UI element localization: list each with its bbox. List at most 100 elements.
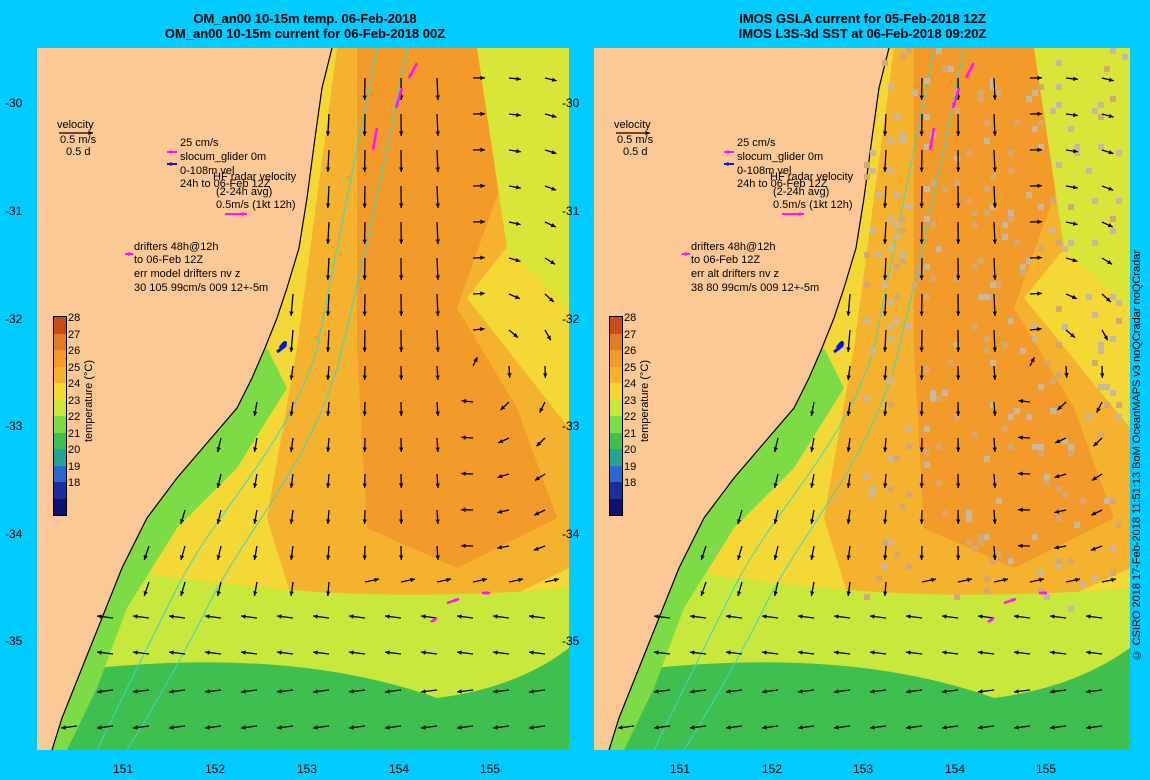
masked-pixel: [1056, 60, 1062, 66]
right-title: IMOS GSLA current for 05-Feb-2018 12Z IM…: [595, 11, 1130, 41]
masked-pixel: [1008, 444, 1014, 450]
isobath-200m: [653, 48, 935, 750]
glider-time: 24h to 06-Feb 12Z: [737, 178, 828, 190]
masked-pixel: [966, 516, 972, 522]
masked-pixel: [924, 216, 930, 222]
masked-pixel: [888, 336, 894, 342]
current-vector-head: [143, 555, 148, 560]
current-vector-head: [737, 519, 742, 524]
current-vector-head: [1014, 689, 1019, 694]
masked-pixel: [930, 396, 936, 402]
current-vector-head: [374, 577, 379, 583]
current-vector-head: [399, 311, 404, 316]
current-vector-head: [810, 483, 815, 488]
current-vector-head: [493, 614, 498, 619]
current-vector-head: [435, 519, 440, 524]
radar-avg: (2-24h avg): [216, 186, 273, 198]
masked-pixel: [870, 168, 876, 174]
current-vector-head: [133, 614, 138, 619]
current-vector-head: [919, 519, 924, 524]
current-vector-head: [529, 725, 534, 730]
current-vector-head: [726, 614, 731, 619]
masked-pixel: [924, 186, 930, 192]
masked-pixel: [996, 90, 1002, 96]
masked-pixel: [1068, 606, 1074, 612]
masked-pixel: [924, 264, 930, 270]
current-vector-head: [870, 614, 875, 619]
current-vector-head: [798, 689, 803, 694]
current-vector-head: [919, 483, 924, 488]
current-vector-head: [493, 650, 498, 655]
colorbar-swatch: [54, 366, 66, 383]
current-vector-head: [654, 689, 659, 694]
current-vector-head: [515, 185, 521, 190]
masked-pixel: [888, 300, 894, 306]
current-vector-head: [1003, 577, 1008, 583]
current-vector-head: [956, 411, 961, 416]
current-vector-head: [882, 167, 888, 172]
current-vector-head: [241, 650, 246, 655]
current-vector-head: [516, 148, 521, 154]
masked-pixel: [954, 108, 960, 114]
current-vector-head: [385, 689, 390, 694]
xtick-label: 152: [205, 762, 226, 776]
masked-pixel: [1032, 90, 1038, 96]
masked-pixel: [948, 360, 954, 366]
xtick-label: 155: [1036, 762, 1057, 776]
current-vector-head: [846, 519, 851, 524]
current-vector-head: [529, 689, 534, 694]
current-vector-head: [1108, 77, 1114, 82]
masked-pixel: [924, 426, 930, 432]
glider-label: slocum_glider 0m: [180, 151, 267, 163]
drifters-label: drifters 48h@12h: [691, 241, 776, 253]
masked-pixel: [1098, 114, 1104, 120]
current-vector-head: [1108, 150, 1114, 155]
current-vector-head: [883, 519, 888, 524]
current-vector-head: [325, 347, 331, 352]
current-vector-head: [1055, 439, 1061, 444]
current-vector-head: [1093, 441, 1099, 447]
masked-pixel: [864, 474, 870, 480]
masked-pixel: [978, 540, 984, 546]
current-vector-head: [690, 725, 695, 730]
masked-pixel: [1110, 390, 1116, 396]
current-vector-head: [253, 519, 258, 524]
current-vector-head: [1042, 590, 1047, 596]
current-vector-head: [169, 689, 174, 694]
masked-pixel: [1038, 204, 1044, 210]
current-vector-head: [942, 689, 947, 694]
current-vector-head: [919, 239, 924, 244]
colorbar-tick-label: 25: [624, 361, 637, 374]
current-vector-head: [992, 203, 997, 208]
right-colorbar: [609, 316, 623, 516]
current-vector-head: [421, 650, 426, 655]
masked-pixel: [1080, 498, 1086, 504]
current-vector-head: [1073, 148, 1078, 154]
masked-pixel: [1098, 144, 1104, 150]
masked-pixel: [990, 360, 996, 366]
masked-pixel: [1038, 84, 1044, 90]
current-vector-head: [882, 239, 888, 244]
masked-pixel: [1002, 222, 1008, 228]
current-vector-head: [529, 614, 534, 619]
current-vector-head: [1073, 112, 1078, 118]
current-vector-head: [349, 614, 354, 619]
current-vector-head: [399, 131, 404, 136]
current-vector-head: [205, 725, 210, 730]
ytick-label: -31: [562, 204, 580, 218]
current-vector-head: [1073, 76, 1078, 81]
xtick-label: 155: [480, 762, 501, 776]
current-vector-head: [956, 519, 961, 524]
eddy-core-region: [357, 48, 557, 568]
colorbar-tick-label: 24: [624, 378, 637, 390]
xtick-label: 151: [670, 762, 691, 776]
masked-pixel: [906, 444, 912, 450]
current-vector-head: [435, 167, 440, 172]
masked-pixel: [1086, 168, 1092, 174]
current-vector-head: [834, 725, 839, 730]
masked-pixel: [990, 282, 996, 288]
masked-pixel: [1068, 444, 1074, 450]
left-title: OM_an00 10-15m temp. 06-Feb-2018 OM_an00…: [40, 11, 570, 41]
masked-pixel: [1044, 474, 1050, 480]
masked-pixel: [1032, 126, 1038, 132]
